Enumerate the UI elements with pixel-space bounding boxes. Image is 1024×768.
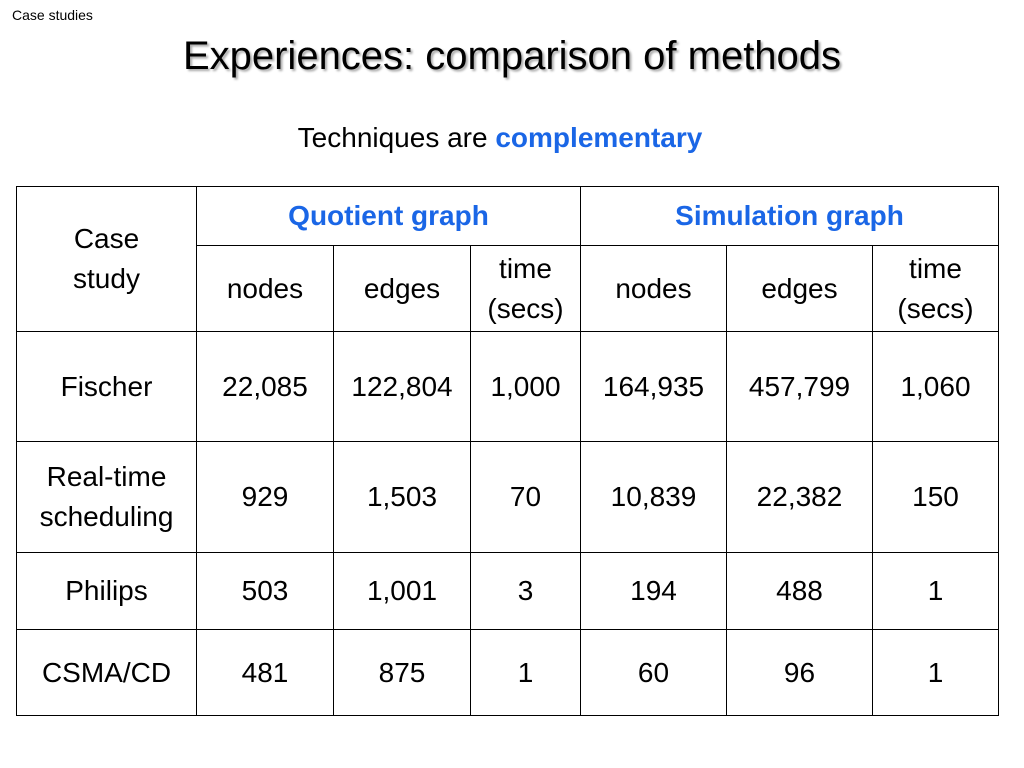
case-study-header-line-1: Case <box>73 223 140 254</box>
row-case-name: Philips <box>16 552 197 630</box>
quotient-edges-header: edges <box>333 245 471 332</box>
simulation-time-header-line-1: time <box>909 252 962 284</box>
quotient-nodes-cell: 503 <box>196 552 334 630</box>
quotient-nodes-cell: 929 <box>196 441 334 553</box>
quotient-time-header: time (secs) <box>470 245 581 332</box>
quotient-edges-cell: 1,001 <box>333 552 471 630</box>
quotient-time-cell: 1,000 <box>470 331 581 442</box>
simulation-edges-cell: 488 <box>726 552 873 630</box>
simulation-nodes-cell: 164,935 <box>580 331 727 442</box>
subtitle: Techniques are complementary <box>0 118 1000 158</box>
simulation-nodes-cell: 194 <box>580 552 727 630</box>
simulation-time-cell: 1,060 <box>872 331 999 442</box>
simulation-time-cell: 150 <box>872 441 999 553</box>
quotient-time-header-line-1: time <box>499 252 552 284</box>
comparison-table: Case study Quotient graph Simulation gra… <box>16 186 999 716</box>
row-case-name: Fischer <box>16 331 197 442</box>
quotient-nodes-header: nodes <box>196 245 334 332</box>
row-case-name-line-2: scheduling <box>39 501 174 532</box>
simulation-graph-header: Simulation graph <box>580 186 999 246</box>
table-header-row: Case study Quotient graph Simulation gra… <box>16 186 999 332</box>
simulation-edges-cell: 22,382 <box>726 441 873 553</box>
quotient-edges-cell: 1,503 <box>333 441 471 553</box>
subtitle-prefix: Techniques are <box>297 122 496 153</box>
section-label: Case studies <box>12 7 93 23</box>
simulation-edges-header: edges <box>726 245 873 332</box>
table-row: Philips 503 1,001 3 194 488 1 <box>16 552 999 630</box>
simulation-edges-cell: 457,799 <box>726 331 873 442</box>
quotient-nodes-cell: 481 <box>196 629 334 716</box>
quotient-nodes-cell: 22,085 <box>196 331 334 442</box>
quotient-time-header-line-2: (secs) <box>487 292 564 324</box>
quotient-time-cell: 1 <box>470 629 581 716</box>
simulation-time-cell: 1 <box>872 552 999 630</box>
simulation-time-header-line-2: (secs) <box>897 292 974 324</box>
simulation-edges-cell: 96 <box>726 629 873 716</box>
quotient-edges-cell: 122,804 <box>333 331 471 442</box>
case-study-header: Case study <box>16 186 197 332</box>
simulation-nodes-cell: 10,839 <box>580 441 727 553</box>
table-row: Real-time scheduling 929 1,503 70 10,839… <box>16 441 999 553</box>
row-case-name: Real-time scheduling <box>16 441 197 553</box>
simulation-nodes-header: nodes <box>580 245 727 332</box>
table-row: Fischer 22,085 122,804 1,000 164,935 457… <box>16 331 999 442</box>
simulation-time-header: time (secs) <box>872 245 999 332</box>
quotient-edges-cell: 875 <box>333 629 471 716</box>
quotient-time-cell: 70 <box>470 441 581 553</box>
quotient-graph-header: Quotient graph <box>196 186 581 246</box>
simulation-time-cell: 1 <box>872 629 999 716</box>
table-subheader-row: nodes edges time (secs) nodes edges time… <box>17 245 999 332</box>
table-row: CSMA/CD 481 875 1 60 96 1 <box>16 629 999 716</box>
quotient-time-cell: 3 <box>470 552 581 630</box>
slide-title: Experiences: comparison of methods <box>182 34 842 78</box>
subtitle-emphasis: complementary <box>495 122 703 153</box>
simulation-nodes-cell: 60 <box>580 629 727 716</box>
row-case-name: CSMA/CD <box>16 629 197 716</box>
row-case-name-line-1: Real-time <box>46 461 167 492</box>
case-study-header-line-2: study <box>73 263 140 294</box>
